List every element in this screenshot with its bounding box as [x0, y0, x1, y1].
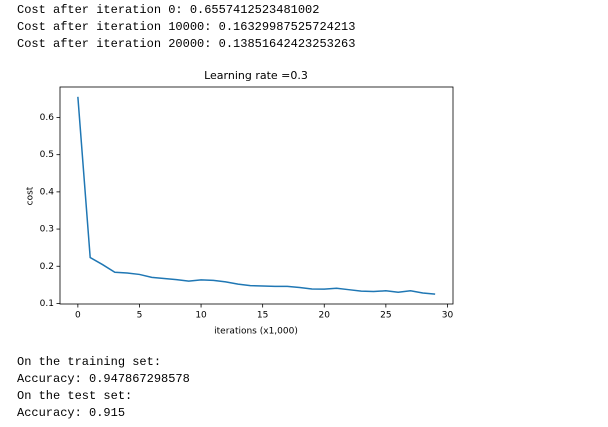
y-tick-label: 0.3	[40, 225, 54, 235]
x-tick-label: 15	[257, 311, 268, 321]
axes-frame	[59, 86, 454, 305]
x-tick-label: 25	[380, 311, 391, 321]
output-line: On the training set:	[17, 355, 161, 369]
x-tick-label: 30	[442, 311, 454, 321]
chart-title: Learning rate =0.3	[204, 69, 308, 82]
x-axis-label: iterations (x1,000)	[214, 327, 298, 337]
output-line: Accuracy: 0.947867298578	[17, 372, 190, 386]
y-tick-label: 0.5	[40, 150, 54, 160]
x-tick-label: 0	[75, 311, 81, 321]
y-axis-label: cost	[26, 186, 36, 205]
y-tick-label: 0.1	[40, 299, 54, 309]
line-series	[77, 96, 436, 295]
x-tick-label: 20	[319, 311, 331, 321]
y-tick-label: 0.2	[40, 262, 54, 272]
x-tick-label: 10	[195, 311, 207, 321]
output-line: Cost after iteration 10000: 0.1632998752…	[17, 20, 355, 34]
output-line: Cost after iteration 0: 0.65574125234810…	[17, 3, 319, 17]
y-tick-label: 0.6	[40, 113, 55, 123]
output-line: Cost after iteration 20000: 0.1385164242…	[17, 37, 355, 51]
output-line: On the test set:	[17, 389, 132, 403]
output-line: Accuracy: 0.915	[17, 406, 125, 420]
y-tick-label: 0.4	[40, 187, 55, 197]
x-tick-label: 5	[137, 311, 143, 321]
